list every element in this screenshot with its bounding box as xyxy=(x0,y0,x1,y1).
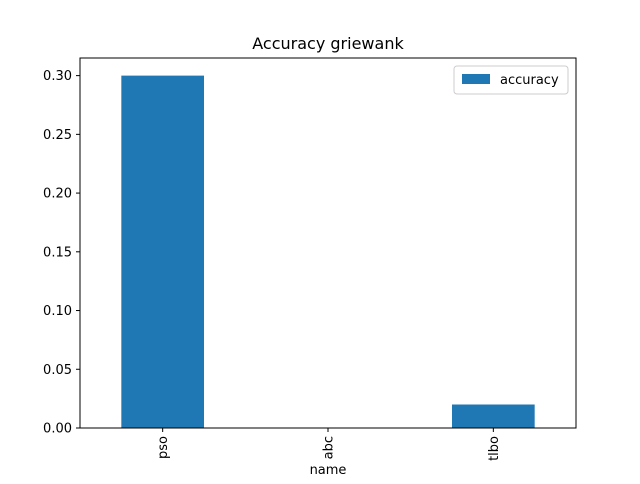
x-axis-label: name xyxy=(310,463,347,478)
legend-swatch xyxy=(462,74,490,84)
legend-label: accuracy xyxy=(500,73,559,88)
y-tick-label: 0.10 xyxy=(43,304,72,319)
x-tick-label-pso: pso xyxy=(156,436,171,459)
y-tick-label: 0.05 xyxy=(43,363,72,378)
x-tick-label-tlbo: tlbo xyxy=(487,436,502,461)
bar-pso xyxy=(121,75,204,428)
y-tick-label: 0.30 xyxy=(43,69,72,84)
legend-box xyxy=(453,65,569,95)
plot-area: 0.00 0.05 0.10 0.15 0.20 0.25 0.30 pso abc tlbo xyxy=(43,57,577,461)
y-tick-label: 0.15 xyxy=(43,245,72,260)
x-tick-label-abc: abc xyxy=(322,436,337,459)
chart-title: Accuracy griewank xyxy=(252,34,404,53)
legend: accuracy xyxy=(453,65,569,95)
bar-tlbo xyxy=(452,404,535,428)
y-tick-label: 0.00 xyxy=(43,422,72,437)
y-tick-label: 0.25 xyxy=(43,128,72,143)
y-tick-label: 0.20 xyxy=(43,187,72,202)
